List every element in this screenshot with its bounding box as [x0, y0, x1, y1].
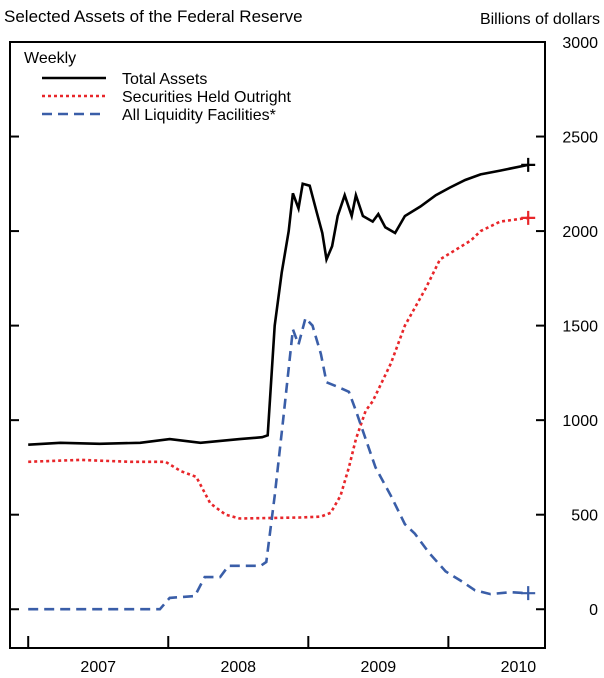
line: [28, 315, 529, 611]
legend-label: Securities Held Outright: [122, 89, 292, 106]
y-tick-label: 500: [571, 508, 598, 525]
plot-frame: [9, 41, 546, 649]
line: [28, 216, 529, 520]
x-tick-label: 2009: [361, 659, 397, 676]
y-tick-label: 1000: [562, 413, 598, 430]
end-marker: [521, 157, 536, 172]
x-tick-label: 2007: [80, 659, 116, 676]
y-tick-label: 0: [589, 602, 598, 619]
legend-label: All Liquidity Facilities*: [122, 107, 276, 124]
y-tick-label: 1500: [562, 319, 598, 336]
y-tick-label: 3000: [562, 35, 598, 52]
end-marker: [521, 210, 536, 225]
chart-title: Selected Assets of the Federal Reserve: [4, 7, 303, 26]
legend-label: Total Assets: [122, 71, 207, 88]
end-marker: [521, 586, 536, 601]
y-axis-label: Billions of dollars: [480, 11, 600, 28]
y-tick-label: 2000: [562, 224, 598, 241]
x-tick-label: 2010: [501, 659, 537, 676]
legend-title: Weekly: [24, 50, 76, 67]
line: [28, 163, 529, 446]
y-tick-label: 2500: [562, 130, 598, 147]
x-tick-label: 2008: [220, 659, 256, 676]
